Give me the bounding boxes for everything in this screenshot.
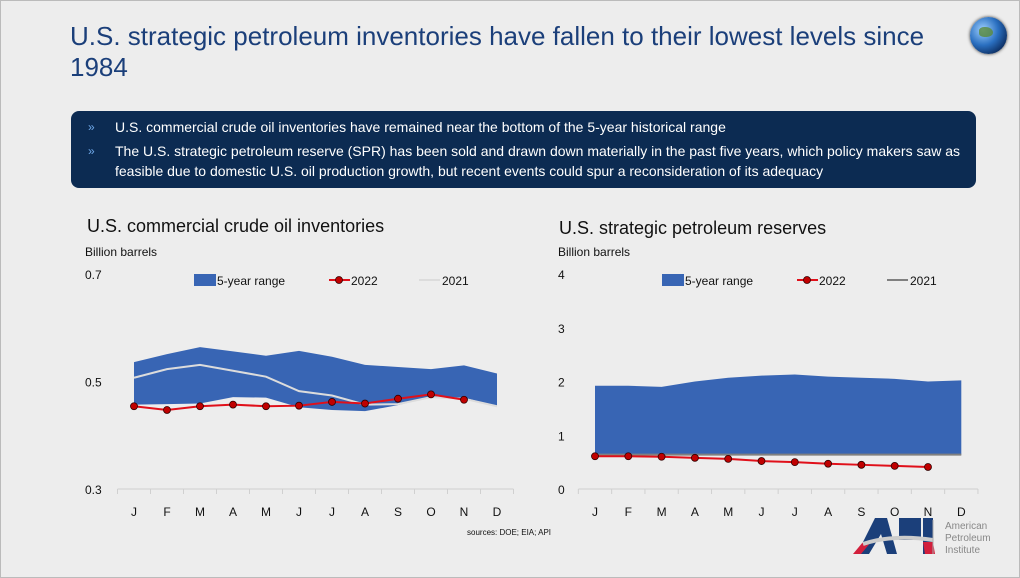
series-2022-point [361,399,369,408]
series-2022-point [690,453,699,462]
x-tick-label: J [329,505,335,519]
x-tick-label: S [394,505,402,519]
series-2022-point [824,459,833,468]
x-tick-label: O [890,505,899,519]
y-tick-label: 4 [558,268,565,282]
y-tick-label: 0 [558,483,565,497]
legend-2021-label: 2021 [442,274,469,288]
x-tick-label: J [131,505,137,519]
logo-line-3: Institute [945,545,980,556]
x-tick-label: A [691,505,699,519]
series-2022-point [757,457,766,465]
x-tick-label: M [657,505,667,519]
y-tick-label: 3 [558,322,565,336]
x-tick-label: O [426,505,435,519]
api-logo: American Petroleum Institute [853,514,1013,563]
series-2022-point [857,460,866,469]
slide-title: U.S. strategic petroleum inventories hav… [70,21,925,82]
source-note: sources: DOE; EIA; API [467,528,552,537]
legend-range-swatch [662,274,684,286]
series-2022-point [591,452,599,461]
logo-line-2: Petroleum [945,533,991,544]
y-tick-label: 0.5 [85,376,102,390]
legend-range-swatch [194,274,216,286]
x-tick-label: S [857,505,865,519]
series-2022-point [229,400,237,409]
five-year-range-area [134,347,497,412]
x-tick-label: J [296,505,302,519]
x-tick-label: A [229,505,237,519]
chart-commercial: Billion barrels 0.3 0.5 0.7 J F M A M J J A S O N D 5-ye… [85,245,514,519]
logo-line-1: American [945,521,987,532]
series-2022-point [624,452,633,461]
series-2022-point [724,454,733,463]
series-2021-line [133,363,498,408]
chart-spr: Billion barrels 0 1 2 3 4 J F M A M J J A S O N D 5-year r… [558,245,979,519]
x-tick-label: F [163,505,170,519]
x-tick-label: D [957,505,966,519]
series-2022-point [657,452,666,461]
x-tick-label: A [824,505,832,519]
x-tick-label: J [792,505,798,519]
x-tick-label: N [460,505,469,519]
y-tick-label: 2 [558,376,565,390]
legend-2022-label: 2022 [351,274,378,288]
chart-title-commercial: U.S. commercial crude oil inventories [87,216,385,236]
series-2022-point [130,402,138,411]
series-2022-point [427,390,435,399]
series-2022-point [262,402,270,411]
bullet-2: The U.S. strategic petroleum reserve (SP… [88,141,966,181]
series-2022-point [163,406,171,414]
series-2022-point [394,394,402,403]
x-tick-label: M [261,505,271,519]
legend-range-label: 5-year range [685,274,753,288]
y-axis-label: Billion barrels [558,245,630,259]
x-tick-label: M [723,505,733,519]
bullet-1: U.S. commercial crude oil inventories ha… [88,117,966,137]
legend-2022-marker [335,276,343,284]
y-tick-label: 0.3 [85,483,102,497]
x-tick-label: J [592,505,598,519]
legend-2021-label: 2021 [910,274,937,288]
series-2022-point [460,395,468,404]
x-tick-label: F [625,505,632,519]
y-axis-label: Billion barrels [85,245,157,259]
x-tick-label: N [924,505,933,519]
globe-icon [970,17,1007,54]
series-2022-point [196,402,204,411]
series-2022-point [295,401,303,410]
chart-title-spr: U.S. strategic petroleum reserves [559,218,827,238]
series-2022-point [890,461,899,470]
bullet-box: U.S. commercial crude oil inventories ha… [71,111,976,188]
series-2022-point [924,463,932,471]
y-tick-label: 0.7 [85,268,102,282]
x-tick-label: M [195,505,205,519]
x-tick-label: D [493,505,502,519]
x-tick-label: J [759,505,765,519]
series-2022-point [328,398,336,406]
legend-2022-label: 2022 [819,274,846,288]
y-tick-label: 1 [558,429,565,443]
x-tick-label: A [361,505,369,519]
legend-range-label: 5-year range [217,274,285,288]
five-year-range-area [595,374,962,455]
legend-2022-marker [803,276,811,284]
series-2022-point [790,458,799,467]
